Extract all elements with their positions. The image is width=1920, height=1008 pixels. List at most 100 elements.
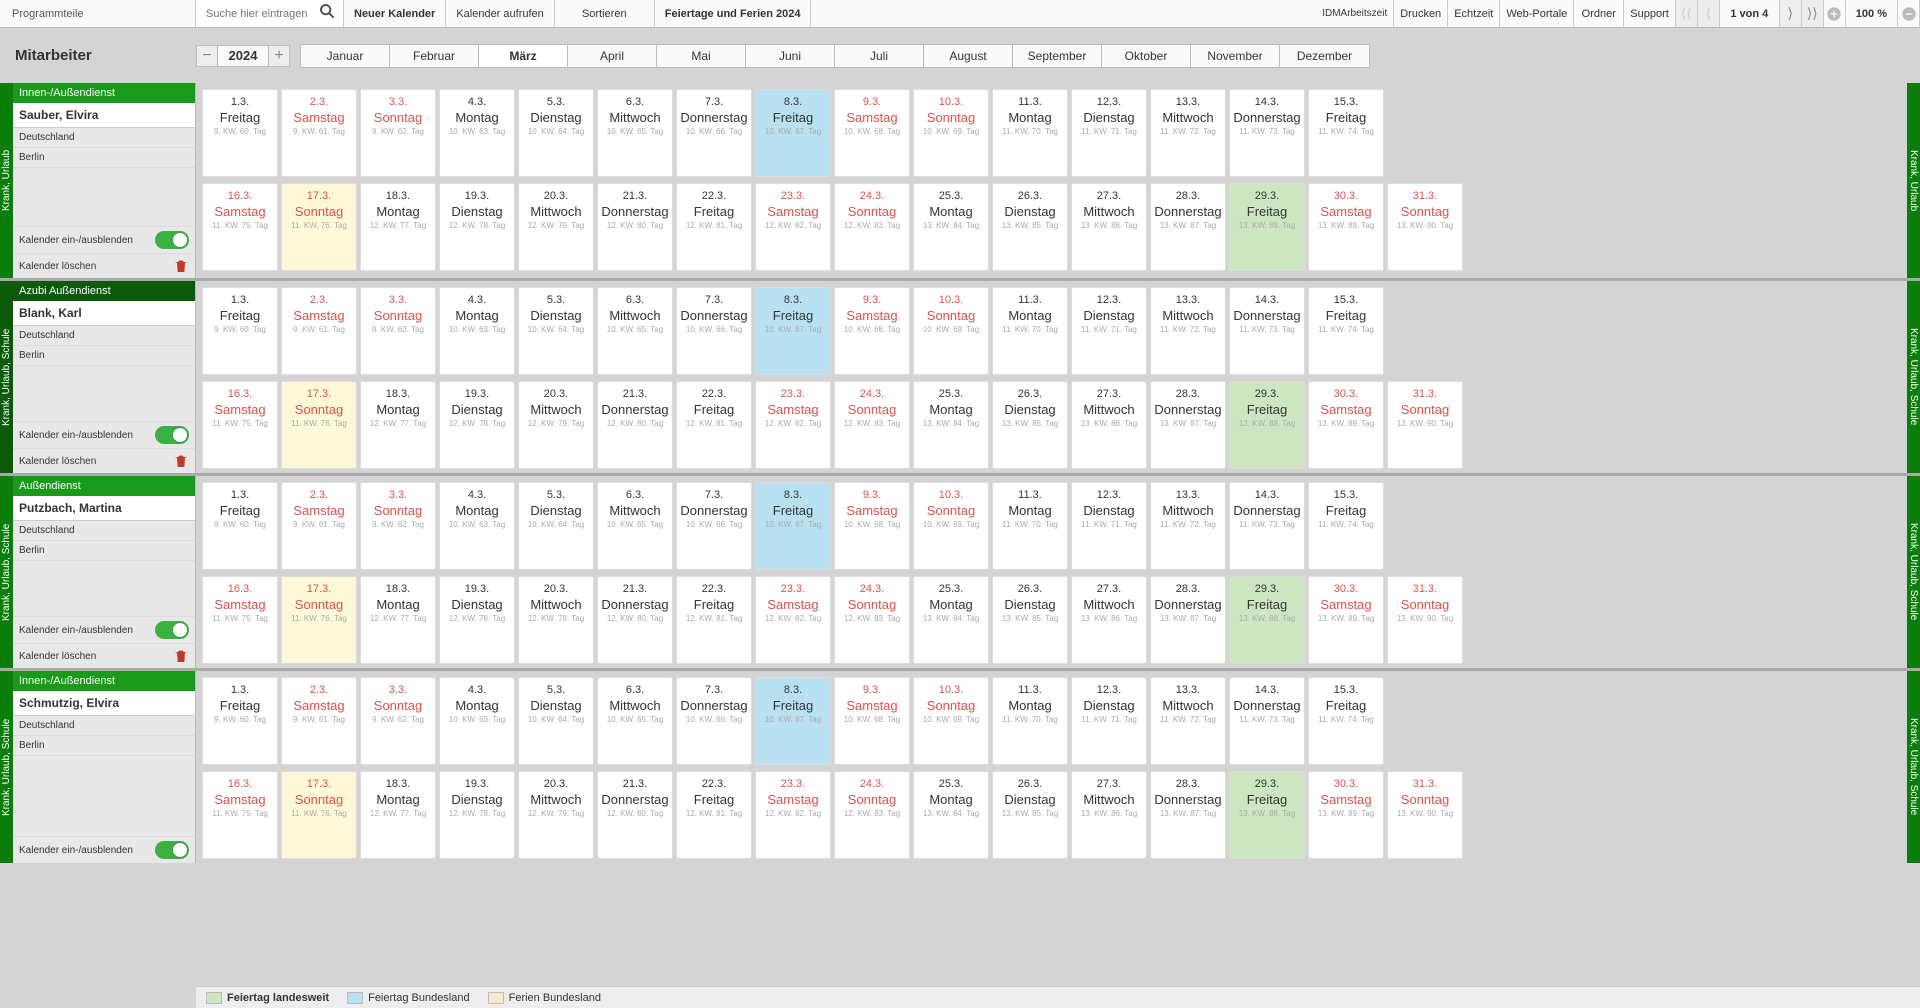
side-tab-left[interactable]: Krank, Urlaub, Schule — [0, 281, 13, 473]
day-cell[interactable]: 6.3.Mittwoch10. KW. 65. Tag — [597, 482, 673, 570]
search-box[interactable] — [196, 0, 344, 27]
day-cell[interactable]: 20.3.Mittwoch12. KW. 79. Tag — [518, 183, 594, 271]
day-cell[interactable]: 17.3.Sonntag11. KW. 76. Tag — [281, 576, 357, 664]
side-tab-left[interactable]: Krank, Urlaub — [0, 83, 13, 278]
month-tab-august[interactable]: August — [924, 45, 1013, 67]
year-prev-button[interactable]: − — [196, 45, 218, 67]
day-cell[interactable]: 14.3.Donnerstag11. KW. 73. Tag — [1229, 287, 1305, 375]
search-icon[interactable] — [319, 3, 335, 24]
calendar-toggle[interactable] — [155, 231, 189, 249]
day-cell[interactable]: 10.3.Sonntag10. KW. 69. Tag — [913, 287, 989, 375]
day-cell[interactable]: 26.3.Dienstag13. KW. 85. Tag — [992, 771, 1068, 859]
page-next-button[interactable]: ⟩ — [1780, 0, 1802, 27]
month-tab-november[interactable]: November — [1191, 45, 1280, 67]
month-tab-april[interactable]: April — [568, 45, 657, 67]
side-tab-right[interactable]: Krank, Urlaub — [1907, 83, 1920, 278]
kalender-aufrufen-button[interactable]: Kalender aufrufen — [446, 0, 554, 27]
day-cell[interactable]: 4.3.Montag10. KW. 63. Tag — [439, 89, 515, 177]
day-cell[interactable]: 6.3.Mittwoch10. KW. 65. Tag — [597, 287, 673, 375]
day-cell[interactable]: 27.3.Mittwoch13. KW. 86. Tag — [1071, 771, 1147, 859]
day-cell[interactable]: 27.3.Mittwoch13. KW. 86. Tag — [1071, 576, 1147, 664]
day-cell[interactable]: 19.3.Dienstag12. KW. 78. Tag — [439, 576, 515, 664]
day-cell[interactable]: 9.3.Samstag10. KW. 68. Tag — [834, 677, 910, 765]
side-tab-right[interactable]: Krank, Urlaub, Schule — [1907, 476, 1920, 668]
day-cell[interactable]: 27.3.Mittwoch13. KW. 86. Tag — [1071, 381, 1147, 469]
month-tab-oktober[interactable]: Oktober — [1102, 45, 1191, 67]
zoom-in-button[interactable] — [1824, 0, 1846, 27]
day-cell[interactable]: 16.3.Samstag11. KW. 75. Tag — [202, 381, 278, 469]
day-cell[interactable]: 31.3.Sonntag13. KW. 90. Tag — [1387, 576, 1463, 664]
month-tab-september[interactable]: September — [1013, 45, 1102, 67]
calendar-toggle[interactable] — [155, 841, 189, 859]
day-cell[interactable]: 19.3.Dienstag12. KW. 78. Tag — [439, 381, 515, 469]
day-cell[interactable]: 27.3.Mittwoch13. KW. 86. Tag — [1071, 183, 1147, 271]
day-cell[interactable]: 26.3.Dienstag13. KW. 85. Tag — [992, 381, 1068, 469]
day-cell[interactable]: 11.3.Montag11. KW. 70. Tag — [992, 677, 1068, 765]
day-cell[interactable]: 5.3.Dienstag10. KW. 64. Tag — [518, 287, 594, 375]
day-cell[interactable]: 13.3.Mittwoch11. KW. 72. Tag — [1150, 677, 1226, 765]
day-cell[interactable]: 5.3.Dienstag10. KW. 64. Tag — [518, 89, 594, 177]
day-cell[interactable]: 13.3.Mittwoch11. KW. 72. Tag — [1150, 482, 1226, 570]
day-cell[interactable]: 7.3.Donnerstag10. KW. 66. Tag — [676, 89, 752, 177]
day-cell[interactable]: 21.3.Donnerstag12. KW. 80. Tag — [597, 771, 673, 859]
day-cell[interactable]: 29.3.Freitag13. KW. 88. Tag — [1229, 183, 1305, 271]
day-cell[interactable]: 10.3.Sonntag10. KW. 69. Tag — [913, 89, 989, 177]
day-cell[interactable]: 3.3.Sonntag9. KW. 62. Tag — [360, 287, 436, 375]
day-cell[interactable]: 14.3.Donnerstag11. KW. 73. Tag — [1229, 89, 1305, 177]
day-cell[interactable]: 30.3.Samstag13. KW. 89. Tag — [1308, 381, 1384, 469]
day-cell[interactable]: 15.3.Freitag11. KW. 74. Tag — [1308, 482, 1384, 570]
day-cell[interactable]: 3.3.Sonntag9. KW. 62. Tag — [360, 677, 436, 765]
month-tab-dezember[interactable]: Dezember — [1280, 45, 1369, 67]
day-cell[interactable]: 8.3.Freitag10. KW. 67. Tag — [755, 287, 831, 375]
day-cell[interactable]: 30.3.Samstag13. KW. 89. Tag — [1308, 183, 1384, 271]
day-cell[interactable]: 26.3.Dienstag13. KW. 85. Tag — [992, 183, 1068, 271]
day-cell[interactable]: 16.3.Samstag11. KW. 75. Tag — [202, 183, 278, 271]
day-cell[interactable]: 31.3.Sonntag13. KW. 90. Tag — [1387, 771, 1463, 859]
day-cell[interactable]: 23.3.Samstag12. KW. 82. Tag — [755, 576, 831, 664]
day-cell[interactable]: 7.3.Donnerstag10. KW. 66. Tag — [676, 287, 752, 375]
month-tab-juni[interactable]: Juni — [746, 45, 835, 67]
day-cell[interactable]: 17.3.Sonntag11. KW. 76. Tag — [281, 183, 357, 271]
day-cell[interactable]: 18.3.Montag12. KW. 77. Tag — [360, 576, 436, 664]
day-cell[interactable]: 11.3.Montag11. KW. 70. Tag — [992, 287, 1068, 375]
page-prev-button[interactable]: ⟨ — [1698, 0, 1720, 27]
idm-arbeitszeit-button[interactable]: IDMArbeitszeit — [1316, 0, 1394, 27]
day-cell[interactable]: 18.3.Montag12. KW. 77. Tag — [360, 771, 436, 859]
day-cell[interactable]: 10.3.Sonntag10. KW. 69. Tag — [913, 677, 989, 765]
day-cell[interactable]: 28.3.Donnerstag13. KW. 87. Tag — [1150, 576, 1226, 664]
zoom-out-button[interactable] — [1898, 0, 1920, 27]
page-last-button[interactable]: ⟩⟩ — [1802, 0, 1824, 27]
day-cell[interactable]: 23.3.Samstag12. KW. 82. Tag — [755, 381, 831, 469]
support-button[interactable]: Support — [1624, 0, 1676, 27]
day-cell[interactable]: 4.3.Montag10. KW. 63. Tag — [439, 677, 515, 765]
echtzeit-button[interactable]: Echtzeit — [1448, 0, 1500, 27]
day-cell[interactable]: 11.3.Montag11. KW. 70. Tag — [992, 482, 1068, 570]
trash-icon[interactable] — [173, 453, 189, 469]
day-cell[interactable]: 4.3.Montag10. KW. 63. Tag — [439, 287, 515, 375]
day-cell[interactable]: 17.3.Sonntag11. KW. 76. Tag — [281, 381, 357, 469]
day-cell[interactable]: 7.3.Donnerstag10. KW. 66. Tag — [676, 482, 752, 570]
day-cell[interactable]: 28.3.Donnerstag13. KW. 87. Tag — [1150, 771, 1226, 859]
side-tab-left[interactable]: Krank, Urlaub, Schule — [0, 476, 13, 668]
day-cell[interactable]: 22.3.Freitag12. KW. 81. Tag — [676, 771, 752, 859]
webportale-button[interactable]: Web-Portale — [1500, 0, 1574, 27]
calendar-toggle[interactable] — [155, 621, 189, 639]
day-cell[interactable]: 29.3.Freitag13. KW. 88. Tag — [1229, 576, 1305, 664]
day-cell[interactable]: 13.3.Mittwoch11. KW. 72. Tag — [1150, 287, 1226, 375]
trash-icon[interactable] — [173, 648, 189, 664]
ordner-button[interactable]: Ordner — [1574, 0, 1624, 27]
day-cell[interactable]: 29.3.Freitag13. KW. 88. Tag — [1229, 381, 1305, 469]
day-cell[interactable]: 14.3.Donnerstag11. KW. 73. Tag — [1229, 677, 1305, 765]
day-cell[interactable]: 28.3.Donnerstag13. KW. 87. Tag — [1150, 183, 1226, 271]
day-cell[interactable]: 28.3.Donnerstag13. KW. 87. Tag — [1150, 381, 1226, 469]
day-cell[interactable]: 15.3.Freitag11. KW. 74. Tag — [1308, 677, 1384, 765]
day-cell[interactable]: 21.3.Donnerstag12. KW. 80. Tag — [597, 183, 673, 271]
day-cell[interactable]: 20.3.Mittwoch12. KW. 79. Tag — [518, 576, 594, 664]
day-cell[interactable]: 8.3.Freitag10. KW. 67. Tag — [755, 89, 831, 177]
year-next-button[interactable]: + — [268, 45, 290, 67]
day-cell[interactable]: 20.3.Mittwoch12. KW. 79. Tag — [518, 771, 594, 859]
day-cell[interactable]: 12.3.Dienstag11. KW. 71. Tag — [1071, 482, 1147, 570]
day-cell[interactable]: 22.3.Freitag12. KW. 81. Tag — [676, 576, 752, 664]
day-cell[interactable]: 18.3.Montag12. KW. 77. Tag — [360, 183, 436, 271]
day-cell[interactable]: 13.3.Mittwoch11. KW. 72. Tag — [1150, 89, 1226, 177]
